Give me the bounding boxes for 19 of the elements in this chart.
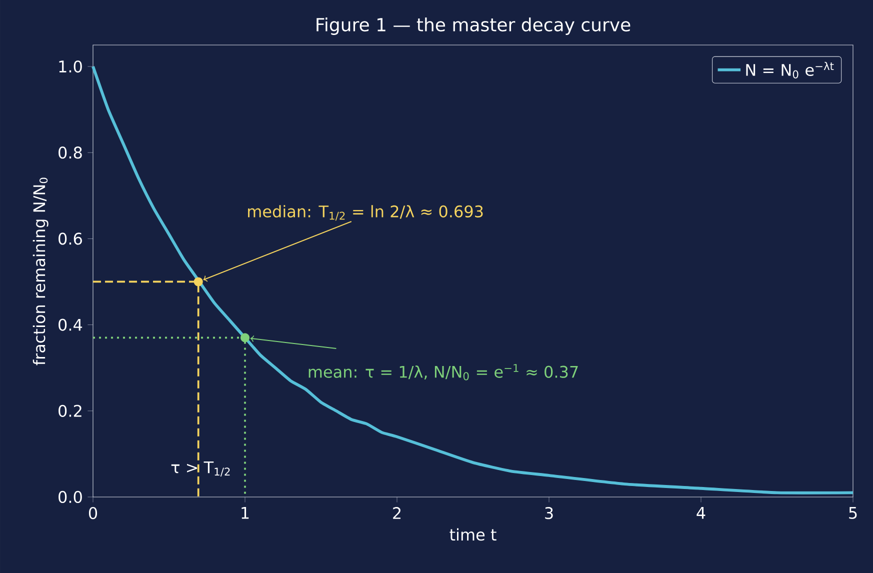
x-tick-label: 2 [393,507,400,519]
x-tick-label: 5 [849,507,857,519]
y-tick-label: 0.8 [58,146,82,159]
legend-label: N = N$_{0}$ e$^{−λt}$ [746,62,834,78]
annotation: mean: τ = 1/λ, N/N$_{0}$ = e$^{−1}$ ≈ 0.37 [308,364,578,380]
x-axis-title: time t [450,528,496,541]
x-tick-label: 4 [696,507,706,519]
y-tick-label: 0.2 [58,404,82,417]
y-tick-label: 0.0 [58,490,82,504]
y-tick-label: 0.4 [58,318,82,331]
x-tick-label: 1 [242,507,249,519]
annotation: τ > T$_{1/2}$ [171,461,230,477]
y-axis-title: fraction remaining N/N$_{0}$ [32,178,48,366]
x-tick-label: 0 [88,507,98,520]
y-tick-label: 0.6 [58,232,82,245]
y-tick-label: 1.0 [59,60,82,73]
annotation: median: T$_{1/2}$ = ln 2/λ ≈ 0.693 [248,205,483,221]
x-tick-label: 3 [545,507,553,520]
chart-title: Figure 1 — the master decay curve [316,18,630,35]
